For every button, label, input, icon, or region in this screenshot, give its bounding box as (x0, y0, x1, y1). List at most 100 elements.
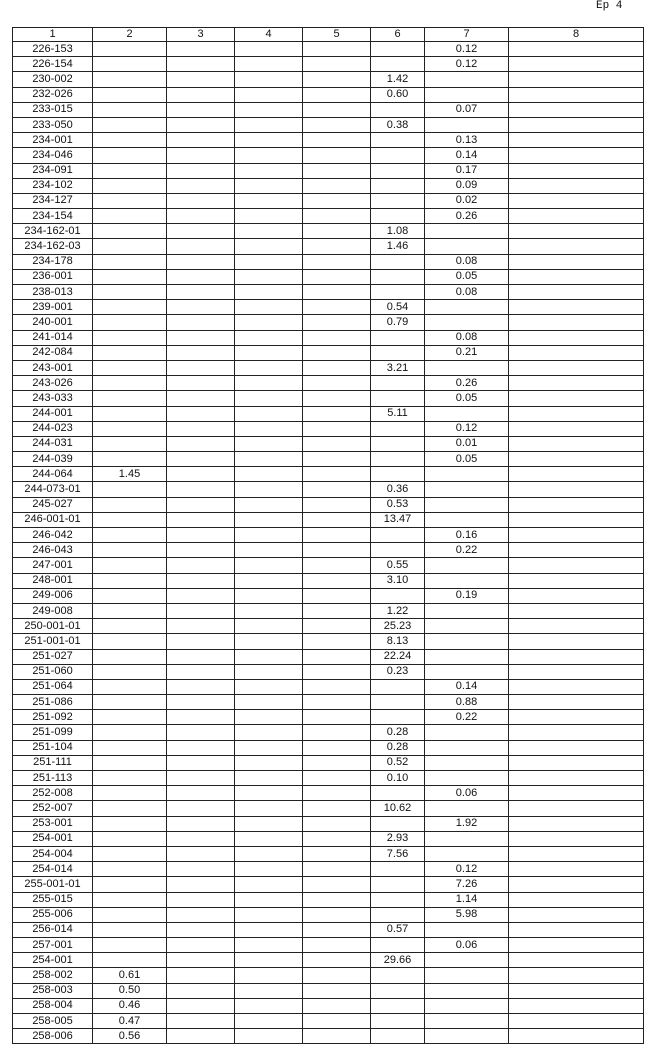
empty-cell (370, 344, 425, 361)
cell-value: 0.07 (424, 101, 509, 118)
empty-cell (92, 435, 167, 453)
empty-cell (92, 101, 167, 118)
column-header: 4 (234, 27, 303, 42)
empty-cell (92, 359, 167, 377)
cell-value: 0.38 (370, 116, 425, 134)
row-id: 248-001 (12, 572, 93, 589)
empty-cell (370, 861, 425, 878)
empty-cell (92, 542, 167, 559)
table-row: 248-001 3.10 (12, 572, 644, 589)
table-row: 251-086 0.88 (12, 694, 644, 711)
empty-cell (166, 451, 235, 468)
empty-cell (166, 709, 235, 726)
empty-cell (166, 906, 235, 923)
cell-value: 0.21 (424, 344, 509, 361)
empty-cell (234, 177, 303, 194)
empty-cell (234, 663, 303, 680)
empty-cell (424, 967, 509, 984)
empty-cell (302, 116, 371, 134)
empty-cell (508, 587, 644, 604)
row-id: 251-064 (12, 678, 93, 696)
empty-cell (166, 162, 235, 179)
empty-cell (92, 694, 167, 711)
empty-cell (508, 952, 644, 969)
empty-cell (302, 132, 371, 149)
empty-cell (424, 481, 509, 498)
cell-value: 0.54 (370, 299, 425, 316)
empty-cell (370, 542, 425, 559)
cell-value: 1.42 (370, 71, 425, 88)
empty-cell (508, 192, 644, 210)
empty-cell (234, 694, 303, 711)
table-row: 255-001-01 7.26 (12, 876, 644, 893)
empty-cell (508, 147, 644, 164)
empty-cell (234, 952, 303, 969)
empty-cell (302, 405, 371, 422)
empty-cell (166, 830, 235, 847)
table-row: 233-015 0.07 (12, 101, 644, 118)
empty-cell (508, 375, 644, 392)
empty-cell (92, 937, 167, 954)
row-id: 236-001 (12, 268, 93, 286)
empty-cell (508, 359, 644, 377)
cell-value: 0.28 (370, 724, 425, 741)
cell-value: 0.05 (424, 268, 509, 286)
row-id: 253-001 (12, 815, 93, 832)
empty-cell (370, 162, 425, 179)
empty-cell (166, 891, 235, 908)
empty-cell (302, 678, 371, 696)
empty-cell (92, 299, 167, 316)
table-row: 249-008 1.22 (12, 602, 644, 620)
empty-cell (92, 40, 167, 58)
empty-cell (234, 861, 303, 878)
empty-cell (166, 101, 235, 118)
empty-cell (234, 739, 303, 756)
empty-cell (302, 739, 371, 756)
table-row: 251-113 0.10 (12, 769, 644, 787)
empty-cell (234, 132, 303, 149)
empty-cell (370, 967, 425, 984)
empty-cell (302, 375, 371, 392)
table-row: 234-162-03 1.46 (12, 238, 644, 255)
cell-value: 3.21 (370, 359, 425, 377)
empty-cell (302, 785, 371, 802)
row-id: 226-153 (12, 40, 93, 58)
empty-cell (424, 952, 509, 969)
empty-cell (234, 815, 303, 832)
empty-cell (92, 481, 167, 498)
empty-cell (234, 769, 303, 787)
cell-value: 13.47 (370, 511, 425, 529)
empty-cell (370, 329, 425, 346)
empty-cell (234, 329, 303, 346)
empty-cell (166, 678, 235, 696)
empty-cell (424, 572, 509, 589)
empty-cell (166, 542, 235, 559)
empty-cell (234, 967, 303, 984)
empty-cell (508, 344, 644, 361)
empty-cell (302, 451, 371, 468)
empty-cell (302, 845, 371, 863)
empty-cell (424, 238, 509, 255)
empty-cell (370, 891, 425, 908)
empty-cell (302, 709, 371, 726)
empty-cell (234, 785, 303, 802)
row-id: 233-050 (12, 116, 93, 134)
cell-value: 1.45 (92, 466, 167, 483)
empty-cell (370, 678, 425, 696)
empty-cell (424, 754, 509, 772)
empty-cell (508, 937, 644, 954)
empty-cell (302, 1028, 371, 1045)
empty-cell (234, 937, 303, 954)
table-row: 254-004 7.56 (12, 845, 644, 863)
table-row: 244-023 0.12 (12, 420, 644, 437)
empty-cell (508, 906, 644, 923)
table-row: 246-001-01 13.47 (12, 511, 644, 529)
table-row: 256-014 0.57 (12, 921, 644, 939)
row-id: 255-006 (12, 906, 93, 923)
empty-cell (92, 906, 167, 923)
table-row: 226-154 0.12 (12, 56, 644, 73)
empty-cell (302, 1012, 371, 1030)
empty-cell (166, 572, 235, 589)
empty-cell (166, 815, 235, 832)
empty-cell (166, 329, 235, 346)
